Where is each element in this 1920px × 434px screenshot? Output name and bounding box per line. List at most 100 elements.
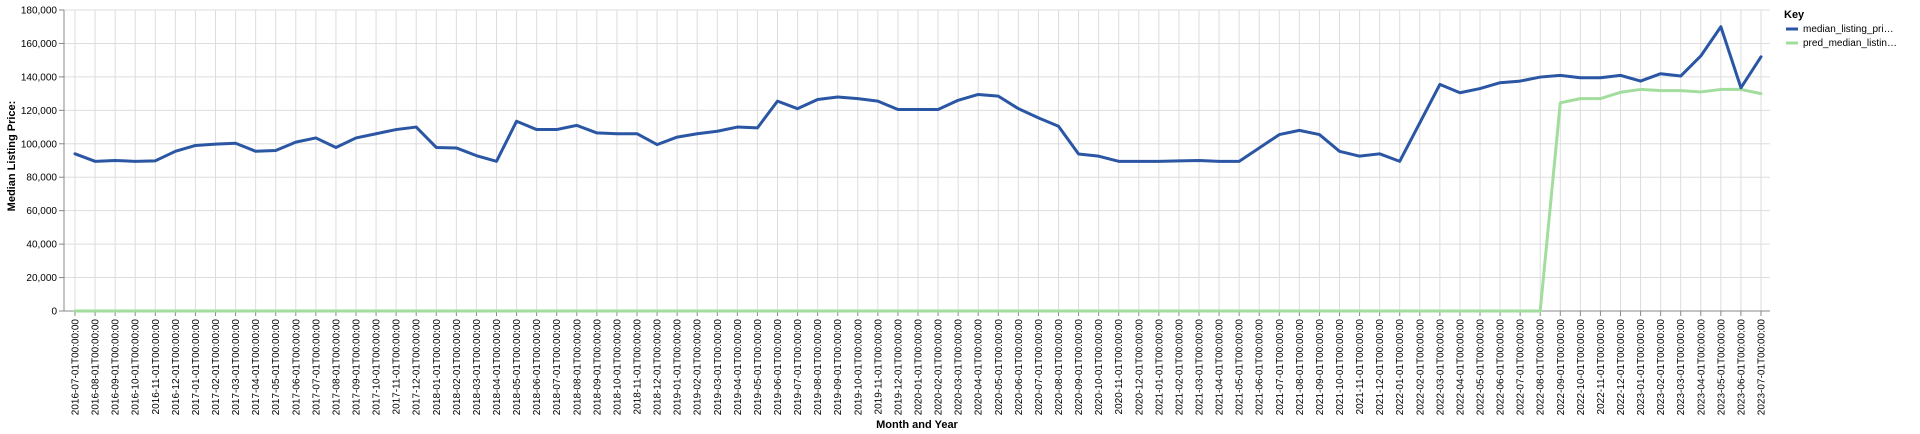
x-tick-label: 2017-08-01T00:00:00 [331,319,342,416]
series-line-2 [73,87,1763,313]
x-tick-label: 2016-12-01T00:00:00 [171,319,182,416]
legend-label: pred_median_listin… [1803,38,1897,49]
y-tick-label: 100,000 [21,139,58,150]
x-tick-label: 2022-09-01T00:00:00 [1556,319,1567,416]
x-tick-label: 2018-08-01T00:00:00 [572,319,583,416]
x-tick-label: 2019-10-01T00:00:00 [853,319,864,416]
y-tick-label: 180,000 [21,6,58,17]
series-lines [73,25,1763,313]
x-tick-label: 2020-10-01T00:00:00 [1094,319,1105,416]
y-tick-label: 160,000 [21,39,58,50]
x-tick-label: 2019-04-01T00:00:00 [733,319,744,416]
x-tick-label: 2021-02-01T00:00:00 [1174,319,1185,416]
x-tick-label: 2017-09-01T00:00:00 [352,319,363,416]
x-tick-label: 2022-05-01T00:00:00 [1476,319,1487,416]
x-tick-label: 2018-06-01T00:00:00 [532,319,543,416]
y-tick-label: 120,000 [21,106,58,117]
x-tick-label: 2016-11-01T00:00:00 [151,319,162,415]
x-tick-label: 2018-04-01T00:00:00 [492,319,503,416]
x-tick-label: 2023-04-01T00:00:00 [1696,319,1707,416]
x-tick-label: 2017-02-01T00:00:00 [211,319,222,416]
x-tick-label: 2022-10-01T00:00:00 [1576,319,1587,416]
x-tick-label: 2021-12-01T00:00:00 [1375,319,1386,416]
x-tick-label: 2021-08-01T00:00:00 [1295,319,1306,416]
x-tick-label: 2017-03-01T00:00:00 [231,319,242,416]
x-tick-label: 2023-03-01T00:00:00 [1676,319,1687,416]
x-tick-label: 2018-07-01T00:00:00 [552,319,563,416]
x-tick-label: 2021-05-01T00:00:00 [1235,319,1246,416]
x-tick-label: 2020-01-01T00:00:00 [914,319,925,416]
x-tick-label: 2017-01-01T00:00:00 [191,319,202,416]
x-tick-label: 2017-12-01T00:00:00 [412,319,423,416]
x-tick-label: 2016-08-01T00:00:00 [91,319,102,416]
x-tick-label: 2017-06-01T00:00:00 [291,319,302,416]
x-tick-label: 2020-03-01T00:00:00 [954,319,965,416]
x-tick-label: 2018-11-01T00:00:00 [633,319,644,415]
y-tick-label: 20,000 [26,273,57,284]
x-tick-label: 2017-10-01T00:00:00 [372,319,383,416]
x-tick-label: 2019-05-01T00:00:00 [753,319,764,416]
x-tick-label: 2018-01-01T00:00:00 [432,319,443,416]
x-tick-label: 2022-07-01T00:00:00 [1516,319,1527,416]
x-tick-label: 2021-11-01T00:00:00 [1355,319,1366,415]
x-tick-label: 2023-06-01T00:00:00 [1736,319,1747,416]
y-tick-label: 60,000 [26,206,57,217]
legend-title: Key [1784,9,1805,21]
x-tick-label: 2016-09-01T00:00:00 [111,319,122,416]
x-tick-label: 2023-01-01T00:00:00 [1636,319,1647,416]
x-tick-label: 2021-06-01T00:00:00 [1255,319,1266,416]
x-tick-label: 2020-12-01T00:00:00 [1134,319,1145,416]
legend: Key median_listing_pri… pred_median_listi… [1784,9,1897,49]
x-tick-label: 2020-07-01T00:00:00 [1034,319,1045,416]
x-tick-label: 2018-09-01T00:00:00 [592,319,603,416]
x-tick-label: 2020-08-01T00:00:00 [1054,319,1065,416]
x-tick-label: 2018-02-01T00:00:00 [452,319,463,416]
x-tick-label: 2020-05-01T00:00:00 [994,319,1005,416]
x-tick-label: 2016-07-01T00:00:00 [71,319,82,416]
x-tick-label: 2020-11-01T00:00:00 [1114,319,1125,415]
x-tick-label: 2022-04-01T00:00:00 [1455,319,1466,416]
x-tick-label: 2018-10-01T00:00:00 [612,319,623,416]
x-tick-label: 2021-01-01T00:00:00 [1154,319,1165,416]
x-tick-label: 2023-02-01T00:00:00 [1656,319,1667,416]
x-tick-label: 2018-05-01T00:00:00 [512,319,523,416]
x-tick-label: 2019-02-01T00:00:00 [693,319,704,416]
x-tick-label: 2021-09-01T00:00:00 [1315,319,1326,416]
gridlines [64,9,1770,312]
x-tick-label: 2022-06-01T00:00:00 [1496,319,1507,416]
x-tick-label: 2022-01-01T00:00:00 [1395,319,1406,416]
y-tick-label: 40,000 [26,240,57,251]
x-tick-label: 2017-04-01T00:00:00 [251,319,262,416]
x-tick-label: 2018-12-01T00:00:00 [653,319,664,416]
x-tick-label: 2022-12-01T00:00:00 [1616,319,1627,416]
x-tick-label: 2019-01-01T00:00:00 [673,319,684,416]
y-axis: 0 20,000 40,000 60,000 80,000 100,000 120,000 1… [21,6,65,318]
x-tick-label: 2019-07-01T00:00:00 [793,319,804,416]
x-axis: 2016-07-01T00:00:00 2016-08-01T00:00:00 20… [64,310,1770,416]
x-tick-label: 2019-06-01T00:00:00 [773,319,784,416]
x-tick-label: 2019-03-01T00:00:00 [713,319,724,416]
x-axis-title: Month and Year [876,419,958,431]
x-tick-label: 2023-05-01T00:00:00 [1716,319,1727,416]
x-tick-label: 2023-07-01T00:00:00 [1757,319,1768,416]
x-tick-label: 2019-09-01T00:00:00 [833,319,844,416]
x-tick-label: 2022-03-01T00:00:00 [1435,319,1446,416]
x-tick-label: 2020-04-01T00:00:00 [974,319,985,416]
x-tick-label: 2020-02-01T00:00:00 [934,319,945,416]
x-tick-label: 2021-10-01T00:00:00 [1335,319,1346,416]
y-tick-label: 140,000 [21,72,58,83]
x-tick-label: 2016-10-01T00:00:00 [131,319,142,416]
series-line-1 [73,25,1763,163]
y-tick-label: 80,000 [26,173,57,184]
x-tick-label: 2019-08-01T00:00:00 [813,319,824,416]
legend-label: median_listing_pri… [1803,24,1894,35]
x-tick-label: 2020-09-01T00:00:00 [1074,319,1085,416]
x-tick-label: 2017-05-01T00:00:00 [271,319,282,416]
x-tick-label: 2017-07-01T00:00:00 [311,319,322,416]
y-axis-title: Median Listing Price: [6,101,18,212]
x-tick-label: 2022-02-01T00:00:00 [1415,319,1426,416]
x-tick-label: 2019-12-01T00:00:00 [893,319,904,416]
x-tick-label: 2019-11-01T00:00:00 [873,319,884,415]
x-tick-label: 2018-03-01T00:00:00 [472,319,483,416]
